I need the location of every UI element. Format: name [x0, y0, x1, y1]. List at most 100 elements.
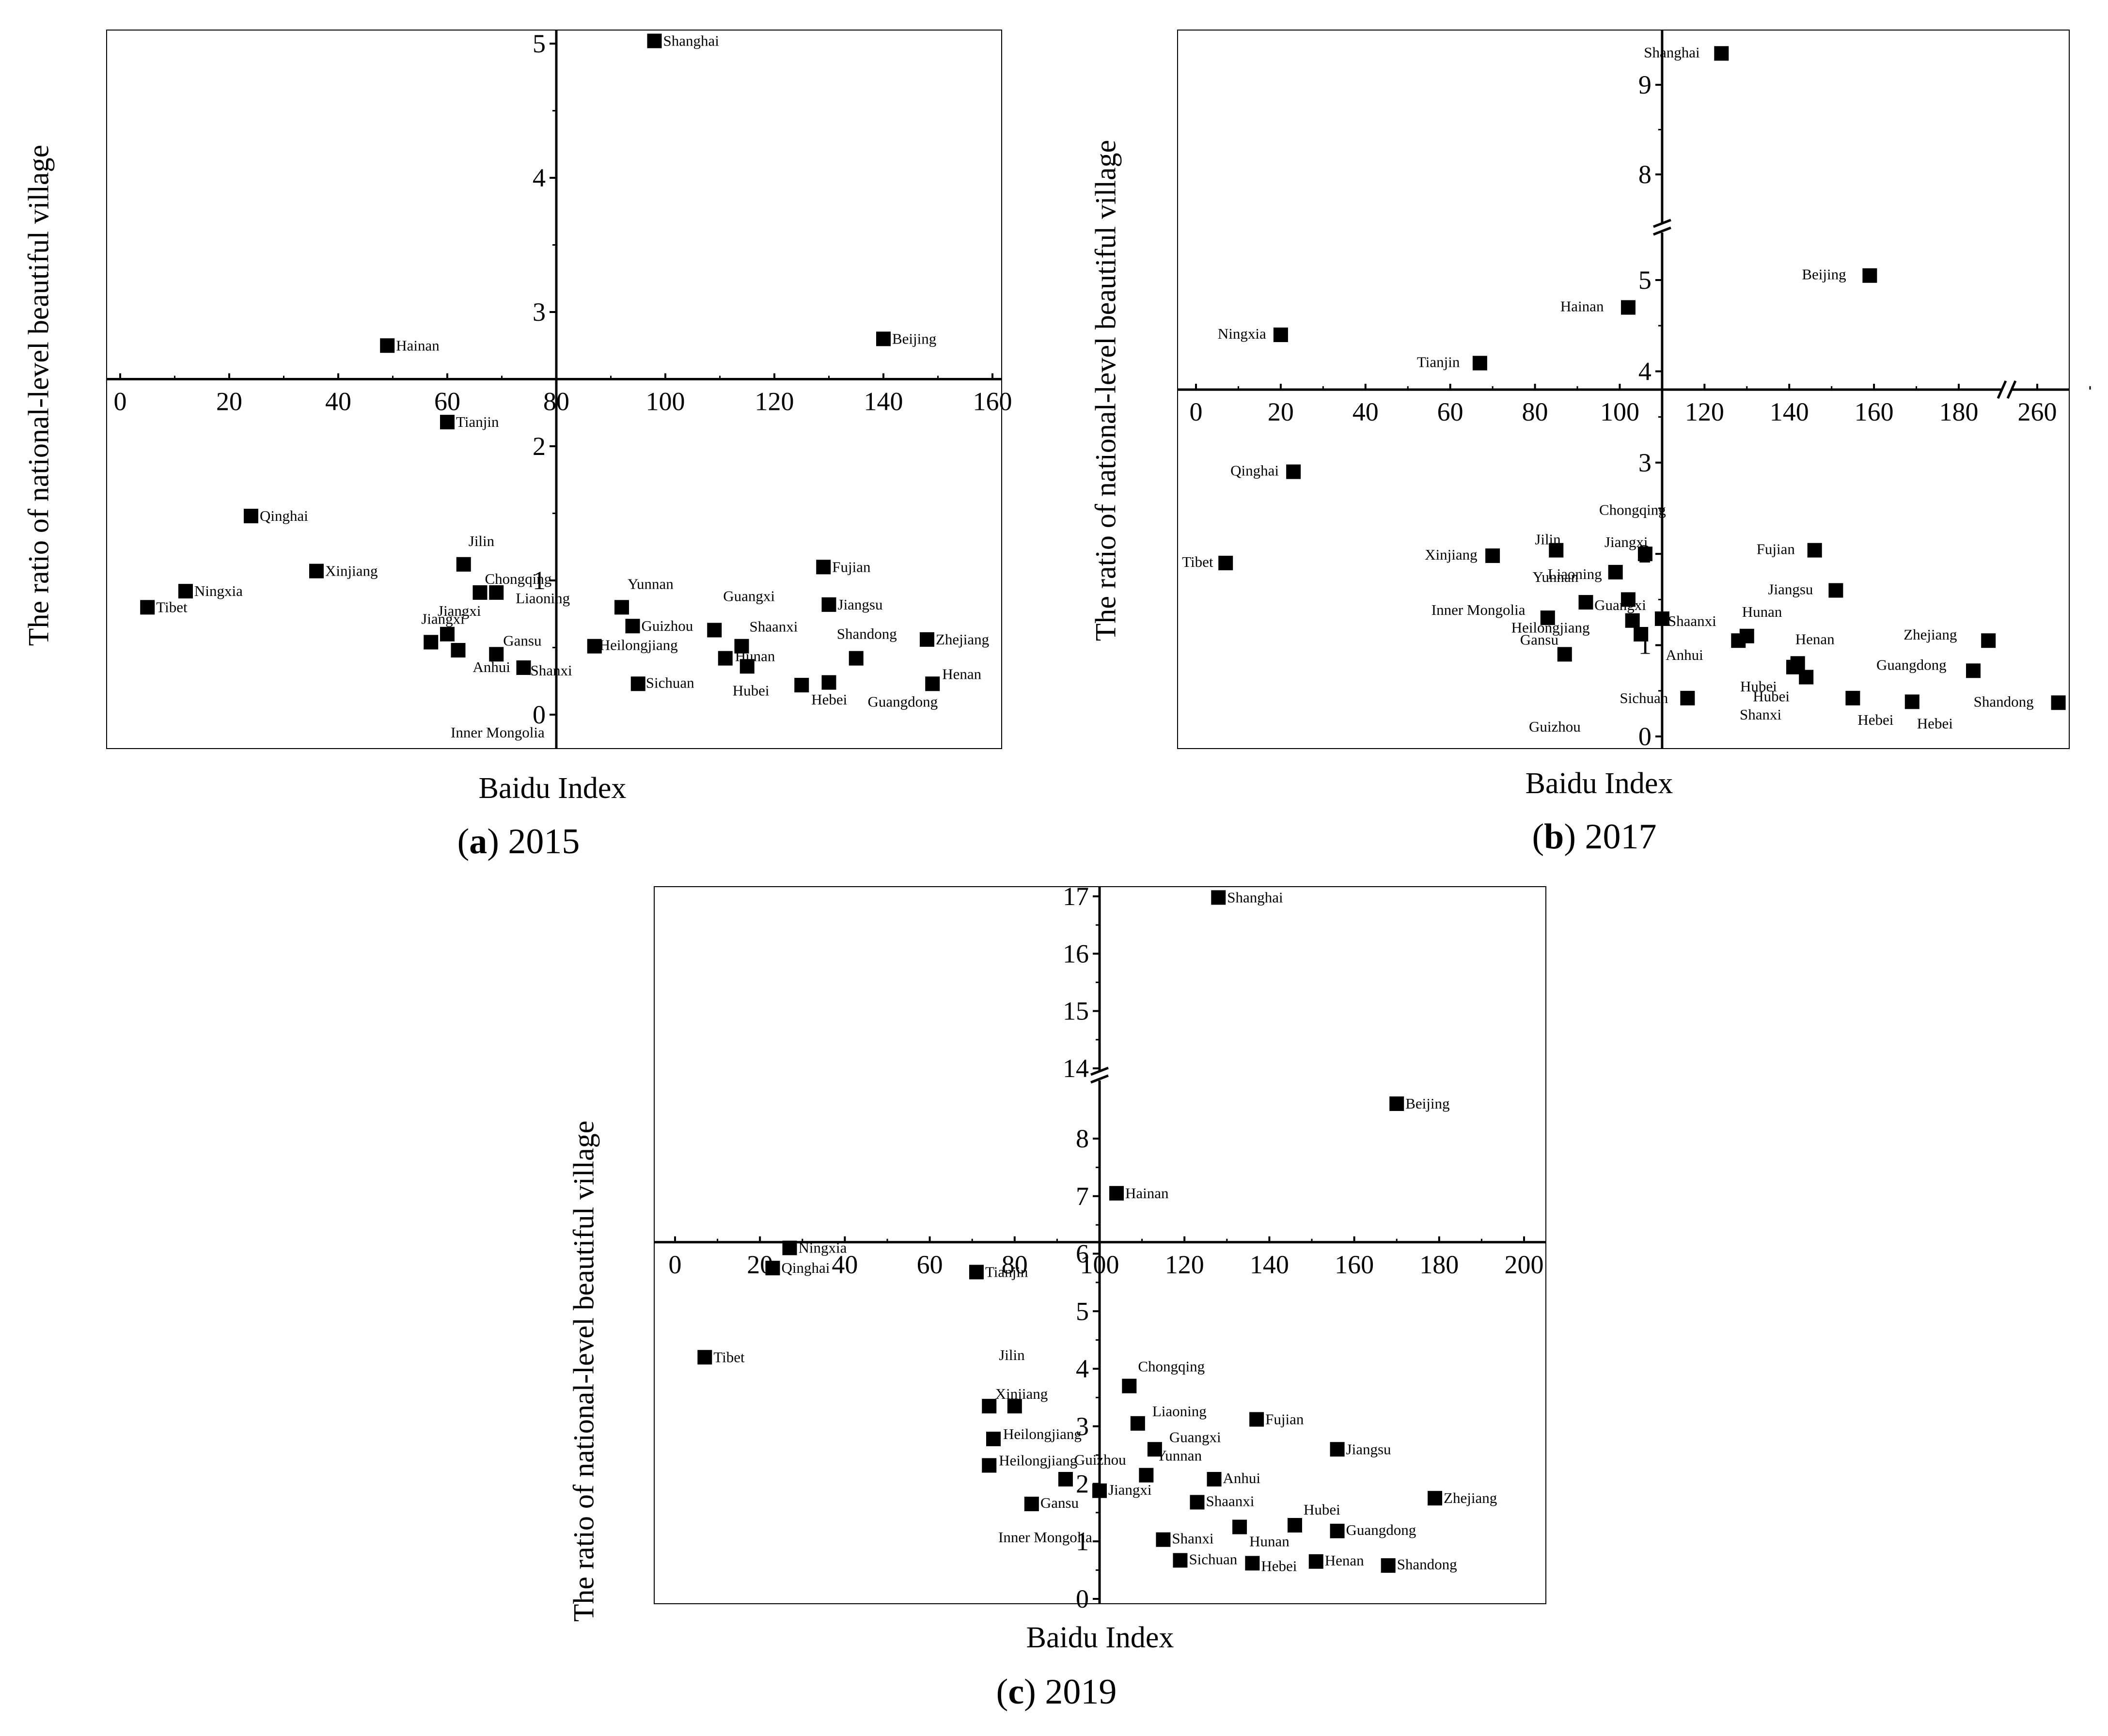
x-tick-label-c: 120	[1165, 1250, 1204, 1279]
point-label-henan: Henan	[1795, 630, 1835, 647]
point-jiangxi	[424, 635, 439, 650]
point-sichuan	[1680, 690, 1695, 705]
point-xinjiang	[309, 563, 324, 579]
point-label-tianjin: Tianjin	[456, 413, 499, 430]
point-ningxia	[782, 1240, 797, 1255]
point-shanxi	[516, 660, 531, 675]
point-jiangsu	[821, 597, 836, 612]
x-tick-label-c: 80	[1002, 1250, 1028, 1279]
point-label-shandong: Shandong	[837, 626, 897, 642]
x-tick-label-b: 80	[1522, 397, 1548, 426]
point-label-zhejiang: Zhejiang	[936, 631, 989, 648]
y-tick-label-a: 4	[533, 163, 546, 192]
caption-letter-a: a	[469, 822, 488, 861]
x-tick-label-b: 140	[1770, 397, 1809, 426]
point-yunnan	[1139, 1468, 1154, 1483]
point-label-xinjiang: Xinjiang	[325, 563, 378, 579]
point-shaanxi	[1190, 1495, 1205, 1510]
point-label-yunnan: Yunnan	[1532, 568, 1578, 585]
point-beijing	[1389, 1096, 1404, 1111]
label-inner-mongolia: Inner Mongolia	[451, 724, 545, 741]
y-axis-title-c: The ratio of national-level beautiful vi…	[567, 1120, 600, 1622]
label-guizhou: Guizhou	[1529, 718, 1581, 735]
point-label-tibet: Tibet	[713, 1348, 745, 1365]
y-break-mark-b	[1652, 219, 1671, 228]
point-label-liaoning: Liaoning	[516, 590, 570, 607]
point-xinjiang	[1007, 1399, 1022, 1414]
point-shandong	[1381, 1558, 1396, 1573]
point-tianjin	[1472, 356, 1487, 371]
point-label-chongqing: Chongqing	[485, 570, 552, 587]
panel-a: 0 20 40 60 80 100 120 140 160 0 1 2 3 4 5 Shanghai Haina…	[0, 0, 1042, 867]
point-label-henan: Henan	[1325, 1552, 1364, 1569]
point-label-tianjin: Tianjin	[985, 1264, 1028, 1281]
point-shaanxi	[1654, 611, 1669, 626]
point-tibet	[140, 600, 155, 615]
point-tianjin	[969, 1265, 984, 1280]
point-label-chongqing: Chongqing	[1599, 501, 1666, 518]
panel-c: 0 20 40 60 80 100 120 140 160 180 200 0 1 2 3 4 5 6 7 8 14 15…	[533, 867, 1599, 1736]
x-tick-label-a: 0	[114, 387, 127, 416]
point-fujian	[1807, 543, 1822, 558]
x-tick-label-b: 160	[1855, 397, 1894, 426]
point-zhejiang	[1981, 633, 1996, 648]
y-tick-label-c: 7	[1076, 1182, 1089, 1211]
point-shanxi	[1156, 1532, 1171, 1547]
point-jiangxi	[440, 626, 455, 641]
point-label-fujian: Fujian	[832, 558, 871, 575]
y-tick-label-c: 16	[1063, 939, 1089, 968]
point-label-tianjin: Tianjin	[1417, 353, 1460, 370]
x-tick-label-a: 160	[973, 387, 1012, 416]
point-hebei	[1245, 1556, 1260, 1571]
point-jilin	[456, 557, 471, 572]
point-hubei	[739, 659, 755, 674]
caption-letter-c: c	[1008, 1672, 1024, 1712]
point-gansu	[1024, 1497, 1039, 1512]
y-tick-label-c: 2	[1076, 1470, 1089, 1499]
point-label-tibet: Tibet	[1182, 553, 1213, 570]
caption-year-a: 2015	[508, 822, 580, 861]
point-shanghai	[647, 33, 662, 48]
point-jiangxi	[1637, 547, 1652, 562]
y-tick-label-c: 8	[1076, 1124, 1089, 1153]
point-label-hubei: Hubei	[1304, 1501, 1340, 1518]
chart-a: 0 20 40 60 80 100 120 140 160 0 1 2 3 4 5 Shanghai Haina…	[106, 29, 1012, 749]
y-axis-title-b: The ratio of national-level beautiful vi…	[1089, 140, 1122, 641]
x-tick-label-c: 180	[1419, 1250, 1459, 1279]
point-guangxi	[1147, 1442, 1162, 1457]
caption-a: (a) 2015	[457, 822, 580, 861]
point-hebei	[1845, 690, 1860, 705]
point-hainan	[1620, 300, 1636, 315]
point-anhui	[451, 643, 466, 658]
point-qinghai	[765, 1261, 780, 1276]
point-zhejiang	[1428, 1491, 1443, 1506]
y-tick-label-c: 15	[1063, 997, 1089, 1026]
point-label-jilin: Jilin	[469, 532, 495, 549]
point-label-hunan: Hunan	[1742, 603, 1782, 620]
y-tick-label-a: 0	[533, 700, 546, 729]
point-label-tibet: Tibet	[156, 598, 188, 615]
chart-b: 02040608010012014016018026028001234589Sh…	[1177, 30, 2091, 751]
y-tick-label-b: 4	[1638, 357, 1652, 386]
point-label-shaanxi: Shaanxi	[1668, 612, 1716, 629]
point-label-heilongjiang: Heilongjiang	[1511, 619, 1590, 636]
point-guangxi	[1634, 626, 1649, 641]
point-label-qinghai: Qinghai	[260, 507, 308, 524]
point-gansu	[1557, 647, 1572, 662]
point-hubei	[1287, 1518, 1302, 1533]
x-break-mark-b	[1997, 380, 2007, 399]
point-label-sichuan: Sichuan	[1620, 689, 1668, 706]
point-hebei	[794, 678, 809, 693]
point-hainan	[1109, 1186, 1124, 1201]
x-tick-label-c: 140	[1250, 1250, 1289, 1279]
point-tibet	[1218, 556, 1233, 571]
point-label-hunan: Hunan	[1249, 1533, 1290, 1550]
point-label-heilongjiang: Heilongjiang	[599, 637, 678, 654]
point-ningxia	[1273, 328, 1288, 343]
point-label-guangxi: Guangxi	[723, 587, 775, 604]
point-henan	[925, 676, 940, 691]
point-anhui	[1207, 1472, 1222, 1486]
point-label-liaoning: Liaoning	[1548, 565, 1602, 582]
point-anhui	[1731, 633, 1746, 648]
point-label-jilin: Jilin	[999, 1346, 1025, 1363]
